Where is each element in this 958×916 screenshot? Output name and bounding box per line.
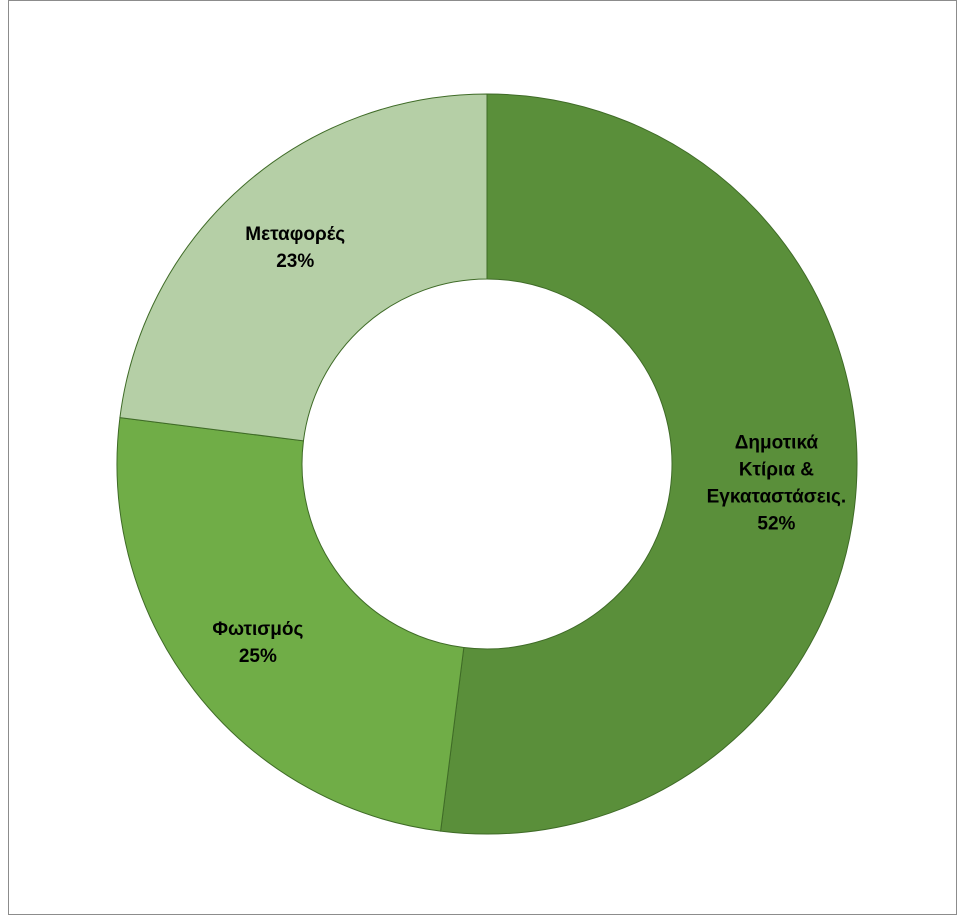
slice-labels: Δημοτικά Κτίρια & Εγκαταστάσεις. 52% Φωτισμό… [212,224,846,667]
slice-value-label: 23% [276,251,314,272]
slice-label-3: Μεταφορές 23% [245,224,345,272]
donut-slice-2 [116,417,465,832]
donut-slice-3 [119,93,488,442]
slice-label-1: Δημοτικά Κτίρια & Εγκαταστάσεις. 52% [707,433,847,535]
slice-name-label: Εγκαταστάσεις. [707,487,847,508]
slice-value-label: 25% [239,646,277,667]
donut-slice-1 [440,93,858,835]
slice-value-label: 52% [757,514,795,535]
slice-name-label: Φωτισμός [212,619,303,640]
slice-label-2: Φωτισμός 25% [212,619,303,667]
slice-name-label: Μεταφορές [245,224,345,245]
donut-slices [116,93,858,835]
slice-name-label: Κτίρια & [739,460,814,481]
slice-name-label: Δημοτικά [735,433,819,454]
